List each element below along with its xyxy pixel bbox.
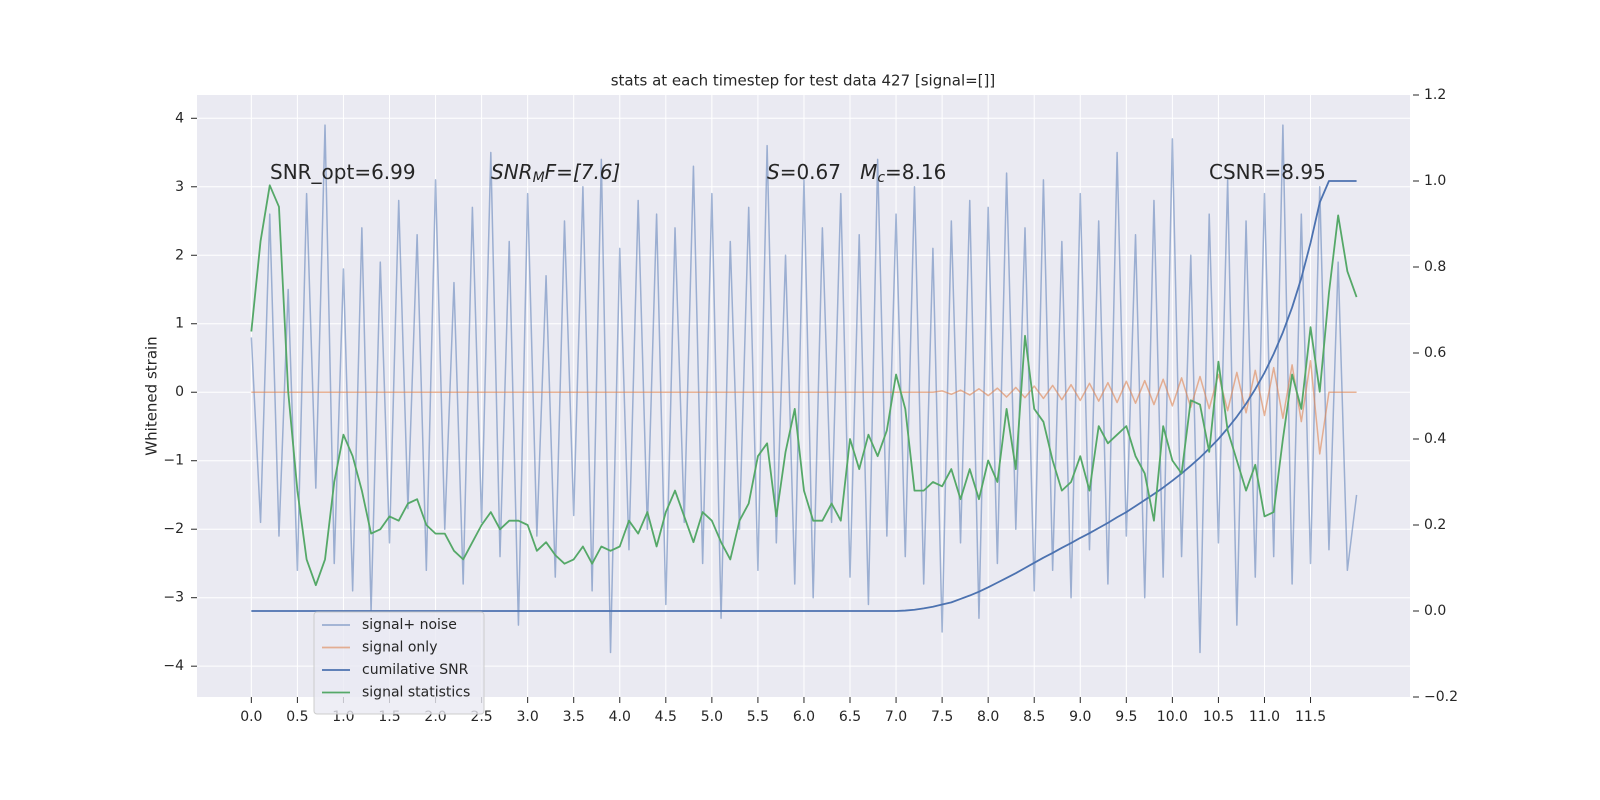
series-line [251, 359, 1357, 455]
x-tick-label: 7.5 [931, 709, 953, 725]
x-tick-label: 6.0 [793, 709, 815, 725]
x-tick-label: 0.5 [286, 709, 308, 725]
annotation-text: =0.67 [780, 160, 860, 184]
legend-label: signal statistics [362, 685, 470, 701]
y-tick-label: 3 [175, 179, 184, 195]
annotation-text: M [860, 160, 877, 184]
y-axis-label: Whitened strain [143, 336, 161, 455]
annotation-subscript: c [877, 170, 885, 186]
x-tick-label: 5.0 [701, 709, 723, 725]
x-tick-label: 9.0 [1069, 709, 1091, 725]
legend-label: signal+ noise [362, 617, 457, 633]
series-line [251, 180, 1357, 612]
x-tick-label: 10.0 [1157, 709, 1188, 725]
y2-tick-label: 0.6 [1424, 345, 1446, 361]
annotation: SNRMF=[7.6] [491, 160, 620, 187]
y2-tick-label: 0.2 [1424, 517, 1446, 533]
y-tick-label: 4 [175, 110, 184, 126]
series-line [250, 184, 1358, 587]
y2-tick-label: 0.8 [1424, 259, 1446, 275]
x-tick-label: 10.5 [1203, 709, 1234, 725]
x-tick-label: 4.5 [655, 709, 677, 725]
annotation-text: CSNR=8.95 [1209, 160, 1326, 184]
y2-tick-label: −0.2 [1424, 689, 1458, 705]
x-tick-label: 0.0 [240, 709, 262, 725]
annotation: S=0.67 Mc=8.16 [767, 160, 946, 187]
legend: signal+ noise signal only cumilative SNR si… [313, 611, 485, 715]
series-line [250, 124, 1358, 654]
annotation-text: S [767, 160, 780, 184]
y-tick-label: −4 [163, 658, 184, 674]
x-tick-label: 8.0 [977, 709, 999, 725]
y-tick-label: −3 [163, 590, 184, 606]
y-tick-label: −2 [163, 521, 184, 537]
x-tick-label: 9.5 [1115, 709, 1137, 725]
x-tick-label: 3.5 [563, 709, 585, 725]
x-tick-label: 11.5 [1295, 709, 1326, 725]
annotation-text: F=[7.6] [545, 160, 621, 184]
annotation-text: SNR [491, 160, 533, 184]
x-tick-label: 6.5 [839, 709, 861, 725]
x-tick-label: 11.0 [1249, 709, 1280, 725]
chart-title: stats at each timestep for test data 427… [611, 72, 996, 90]
plot-layer [197, 95, 1410, 697]
y-tick-label: −1 [163, 453, 184, 469]
x-tick-label: 4.0 [609, 709, 631, 725]
y2-tick-label: 1.0 [1424, 173, 1446, 189]
annotation-text: =8.16 [885, 160, 946, 184]
annotation: CSNR=8.95 [1209, 160, 1326, 184]
y-tick-label: 0 [175, 384, 184, 400]
annotation-subscript: M [533, 170, 545, 186]
legend-box [313, 611, 485, 715]
legend-label: signal only [362, 640, 437, 656]
x-tick-label: 7.0 [885, 709, 907, 725]
legend-label: cumilative SNR [362, 662, 469, 678]
annotation-text: SNR_opt=6.99 [270, 160, 416, 184]
x-tick-label: 8.5 [1023, 709, 1045, 725]
x-tick-label: 5.5 [747, 709, 769, 725]
y2-tick-label: 0.4 [1424, 431, 1446, 447]
y2-tick-label: 0.0 [1424, 603, 1446, 619]
y-tick-label: 2 [175, 247, 184, 263]
x-tick-label: 3.0 [517, 709, 539, 725]
y2-tick-label: 1.2 [1424, 87, 1446, 103]
y-tick-label: 1 [175, 316, 184, 332]
annotation: SNR_opt=6.99 [270, 160, 416, 184]
